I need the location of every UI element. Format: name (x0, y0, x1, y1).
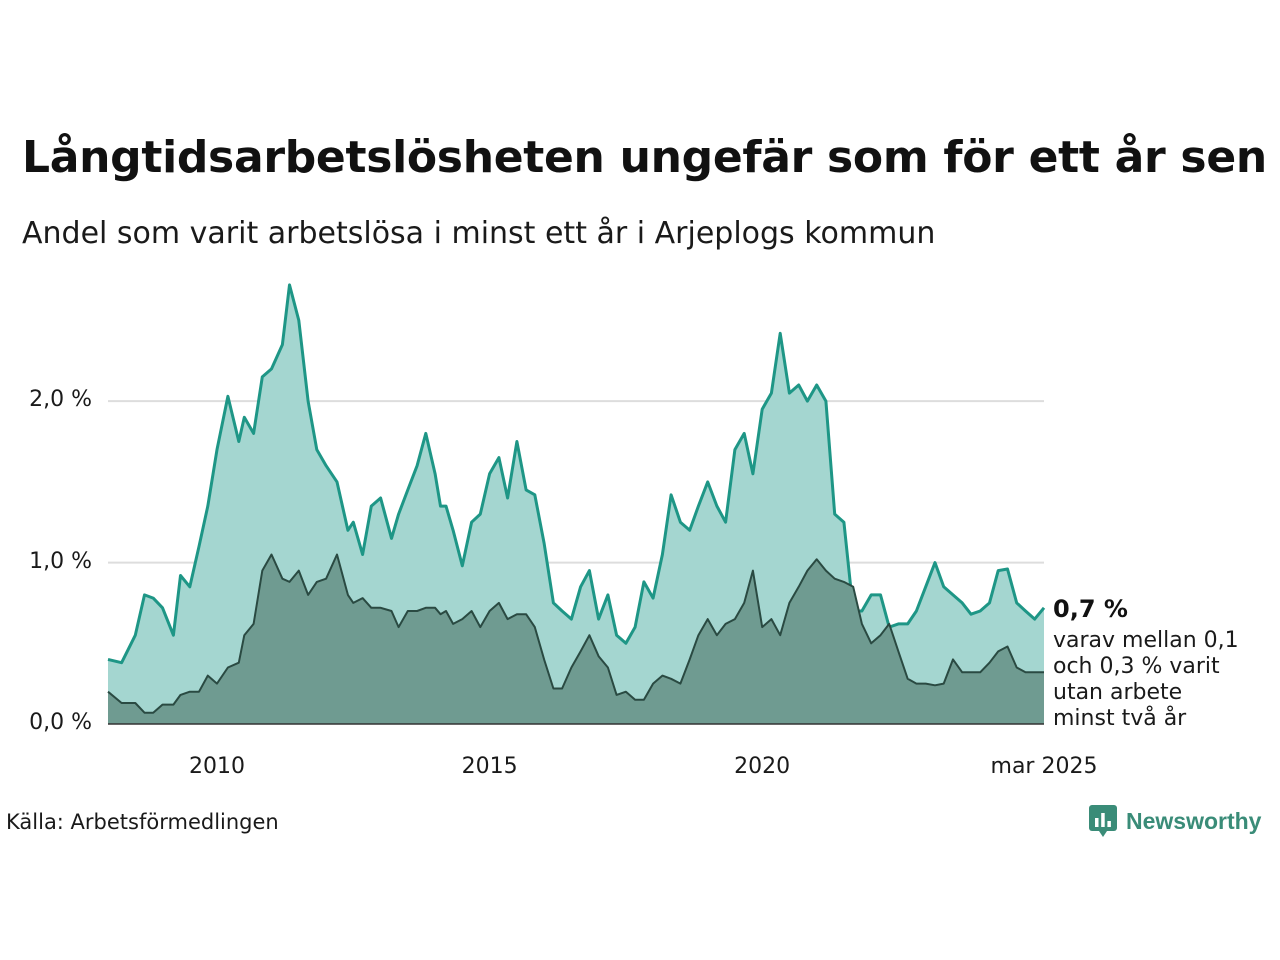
y-tick-label: 2,0 % (29, 387, 92, 413)
annotation-line: och 0,3 % varit (1053, 654, 1220, 679)
annotation-line: utan arbete (1053, 680, 1183, 705)
annotation-line: varav mellan 0,1 (1053, 628, 1239, 653)
chart-subtitle: Andel som varit arbetslösa i minst ett å… (22, 216, 936, 251)
chart-title: Långtidsarbetslösheten ungefär som för e… (22, 132, 1267, 183)
y-tick-label: 0,0 % (29, 710, 92, 735)
annotation-note: varav mellan 0,1 och 0,3 % varit utan ar… (1053, 628, 1273, 732)
brand-logo[interactable]: Newsworthy (1088, 804, 1261, 838)
area-two-year-unemployed (108, 554, 1044, 724)
latest-value-label: 0,7 % (1053, 595, 1128, 623)
source-note: Källa: Arbetsförmedlingen (6, 810, 279, 834)
x-tick-label: 2015 (461, 754, 518, 779)
newsworthy-logo-icon (1089, 805, 1117, 837)
line-two-year-unemployed (107, 553, 1044, 714)
line-long-term-unemployed (107, 283, 1046, 665)
brand-name: Newsworthy (1126, 807, 1262, 834)
x-tick-label: 2010 (189, 754, 246, 779)
x-tick-label: 2020 (734, 754, 791, 779)
annotation-line: minst två år (1053, 706, 1187, 731)
y-tick-label: 1,0 % (29, 548, 92, 574)
x-tick-label: mar 2025 (990, 754, 1098, 779)
